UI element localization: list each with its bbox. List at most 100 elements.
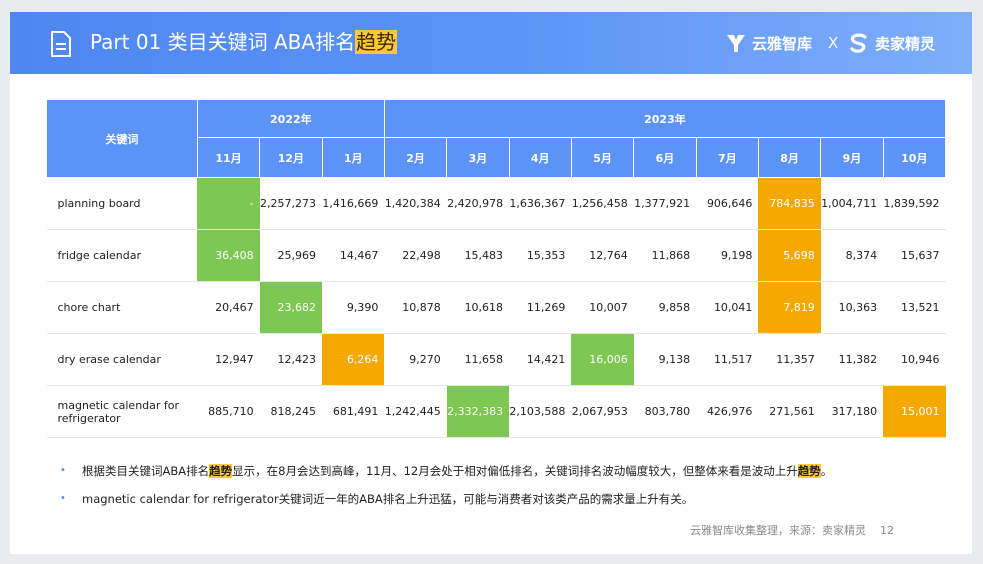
rank-cell: 1,839,592 (883, 177, 946, 230)
note-text: 根据类目关键词ABA排名 (82, 464, 210, 478)
month-header: 11月 (196, 137, 261, 178)
keyword-cell: magnetic calendar for refrigerator (46, 385, 198, 438)
month-header: 6月 (633, 137, 697, 178)
rank-cell: 1,242,445 (384, 385, 447, 438)
rank-cell: 15,637 (883, 229, 946, 282)
table-row: planning board -2,257,273 1,416,669 1,420,3… (46, 177, 946, 230)
note-text: magnetic calendar for refrigerator关键词近一年… (82, 492, 694, 506)
note-item: • magnetic calendar for refrigerator关键词近一… (60, 490, 920, 508)
rank-cell: 271,561 (758, 385, 821, 438)
keyword-cell: planning board (46, 177, 198, 230)
month-header: 3月 (446, 137, 510, 178)
month-header: 7月 (695, 137, 759, 178)
rank-cell: 8,374 (820, 229, 884, 282)
rank-cell: 15,483 (446, 229, 510, 282)
rank-cell: 1,377,921 (633, 177, 697, 230)
aba-ranking-table: 关键词 2022年 2023年 11月 12月 1月 2月 3月 4月 5月 6月 7月 8月 9月 1… (46, 99, 947, 438)
notes-list: • 根据类目关键词ABA排名趋势显示，在8月会达到高峰，11月、12月会处于相对偏… (60, 462, 920, 518)
rank-cell: 10,363 (820, 281, 884, 334)
rank-cell: 9,390 (322, 281, 385, 334)
note-text: 显示，在8月会达到高峰，11月、12月会处于相对偏低排名，关键词排名波动幅度较大… (232, 464, 798, 478)
brand-left-name: 云雅智库 (752, 34, 813, 53)
month-header: 9月 (820, 137, 884, 178)
rank-cell: 2,420,978 (446, 177, 510, 230)
page-number: 12 (880, 524, 894, 537)
highlighted-text: 趋势 (797, 464, 821, 478)
rank-cell: 2,067,953 (571, 385, 634, 438)
month-header: 12月 (259, 137, 323, 178)
title-prefix: Part 01 类目关键词 ABA排名 (90, 30, 356, 54)
rank-cell: 11,517 (696, 333, 759, 386)
table-row: chore chart 20,467 23,682 9,390 10,878 10,618… (46, 281, 946, 334)
month-header: 1月 (321, 137, 385, 178)
month-header: 5月 (570, 137, 635, 178)
year-header: 2022年 (196, 99, 385, 138)
brand-separator: X (828, 34, 839, 52)
rank-cell: 12,947 (197, 333, 260, 386)
rank-cell: 15,353 (509, 229, 572, 282)
rank-cell: 25,969 (259, 229, 323, 282)
rank-cell: 14,467 (322, 229, 385, 282)
rank-cell: 16,006 (571, 333, 634, 386)
rank-cell: 20,467 (197, 281, 260, 334)
footer: 云雅智库收集整理，来源：卖家精灵 12 (690, 522, 894, 538)
brand-right-name: 卖家精灵 (875, 34, 936, 53)
page-title: Part 01 类目关键词 ABA排名趋势 (90, 27, 398, 57)
rank-cell: 11,658 (446, 333, 510, 386)
rank-cell: 681,491 (322, 385, 385, 438)
rank-cell: 2,332,383 (446, 385, 510, 438)
rank-cell: 6,264 (322, 333, 385, 386)
bullet-dot-icon: • (60, 493, 66, 504)
rank-cell: 1,004,711 (820, 177, 884, 230)
rank-cell: 426,976 (696, 385, 759, 438)
month-header: 2月 (383, 137, 448, 178)
month-header-row: 11月 12月 1月 2月 3月 4月 5月 6月 7月 8月 9月 10月 (47, 137, 947, 178)
sellersprite-logo-icon (850, 33, 867, 53)
keyword-cell: fridge calendar (46, 229, 198, 282)
rank-cell: 9,138 (633, 333, 697, 386)
note-text: 。 (820, 464, 833, 478)
month-header: 10月 (882, 137, 947, 178)
rank-cell: 1,256,458 (571, 177, 634, 230)
bullet-dot-icon: • (60, 465, 66, 476)
brand-yunya: 云雅智库 (725, 32, 812, 54)
rank-cell: 11,382 (820, 333, 884, 386)
rank-cell: 803,780 (633, 385, 697, 438)
year-header-row: 关键词 2022年 2023年 (46, 99, 947, 178)
note-item: • 根据类目关键词ABA排名趋势显示，在8月会达到高峰，11月、12月会处于相对偏… (60, 462, 920, 480)
keyword-column-header: 关键词 (46, 99, 198, 178)
rank-cell: 818,245 (259, 385, 323, 438)
document-icon (51, 31, 71, 57)
rank-cell: 7,819 (758, 281, 821, 334)
rank-cell: 11,868 (633, 229, 697, 282)
rank-cell: 10,618 (446, 281, 510, 334)
rank-cell: 10,041 (696, 281, 759, 334)
rank-cell: 11,357 (758, 333, 821, 386)
rank-cell: 12,764 (571, 229, 634, 282)
rank-cell: 36,408 (197, 229, 260, 282)
brand-sellersprite: 卖家精灵 (848, 32, 935, 54)
rank-cell: 15,001 (883, 385, 946, 438)
rank-cell: 1,420,384 (384, 177, 447, 230)
table-row: fridge calendar 36,408 25,969 14,467 22,498 1… (46, 229, 946, 282)
header-bar: Part 01 类目关键词 ABA排名趋势 云雅智库 X 卖家精灵 (10, 12, 972, 74)
keyword-cell: dry erase calendar (46, 333, 198, 386)
title-highlight: 趋势 (355, 30, 398, 54)
rank-cell: 11,269 (509, 281, 572, 334)
rank-cell: 10,946 (883, 333, 946, 386)
rank-cell: 23,682 (259, 281, 323, 334)
rank-cell: 9,270 (384, 333, 447, 386)
rank-cell: 2,103,588 (509, 385, 572, 438)
table-row: dry erase calendar 12,947 12,423 6,264 9,270… (46, 333, 946, 386)
rank-cell: 885,710 (197, 385, 260, 438)
keyword-cell: chore chart (46, 281, 198, 334)
rank-cell: 317,180 (820, 385, 884, 438)
rank-cell: 1,416,669 (322, 177, 385, 230)
highlighted-text: 趋势 (209, 464, 233, 478)
footer-source: 云雅智库收集整理，来源：卖家精灵 (690, 524, 866, 537)
rank-cell: 9,198 (696, 229, 759, 282)
rank-cell: 5,698 (758, 229, 821, 282)
rank-cell: 22,498 (384, 229, 447, 282)
slide: Part 01 类目关键词 ABA排名趋势 云雅智库 X 卖家精灵 (10, 12, 972, 554)
rank-cell: 906,646 (696, 177, 759, 230)
